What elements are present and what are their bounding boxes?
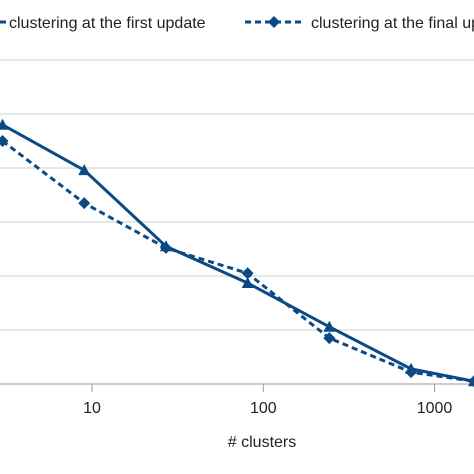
- x-tick-label: 100: [250, 400, 277, 417]
- legend: clustering at the first update clusterin…: [0, 15, 474, 32]
- data-point-diamond: [405, 366, 418, 379]
- data-point-diamond: [323, 332, 336, 345]
- legend-label-first-update: clustering at the first update: [9, 15, 206, 32]
- x-tick-label: 1000: [417, 400, 453, 417]
- gridlines: [0, 59, 474, 331]
- legend-item-first-update: clustering at the first update: [0, 15, 206, 32]
- legend-item-final-update: clustering at the final update: [245, 15, 474, 32]
- data-point-diamond: [0, 135, 9, 147]
- x-tick-label: 10: [83, 400, 101, 417]
- data-point-diamond: [241, 267, 254, 280]
- legend-label-final-update: clustering at the final update: [311, 15, 474, 32]
- data-point-triangle: [323, 320, 336, 332]
- data-point-diamond: [468, 375, 474, 388]
- series-line-final-update: [1, 139, 474, 383]
- data-point-triangle: [0, 118, 9, 130]
- x-axis-ticks: 10 100 1000: [83, 384, 452, 417]
- data-point-triangle: [78, 164, 91, 176]
- series-line-first-update: [1, 123, 474, 383]
- data-point-diamond: [159, 241, 172, 254]
- series-lines: [0, 118, 474, 388]
- x-axis-title: # clusters: [228, 434, 296, 451]
- legend-marker-final-update: [268, 16, 280, 28]
- data-point-diamond: [78, 197, 91, 210]
- data-point-triangle: [241, 277, 254, 289]
